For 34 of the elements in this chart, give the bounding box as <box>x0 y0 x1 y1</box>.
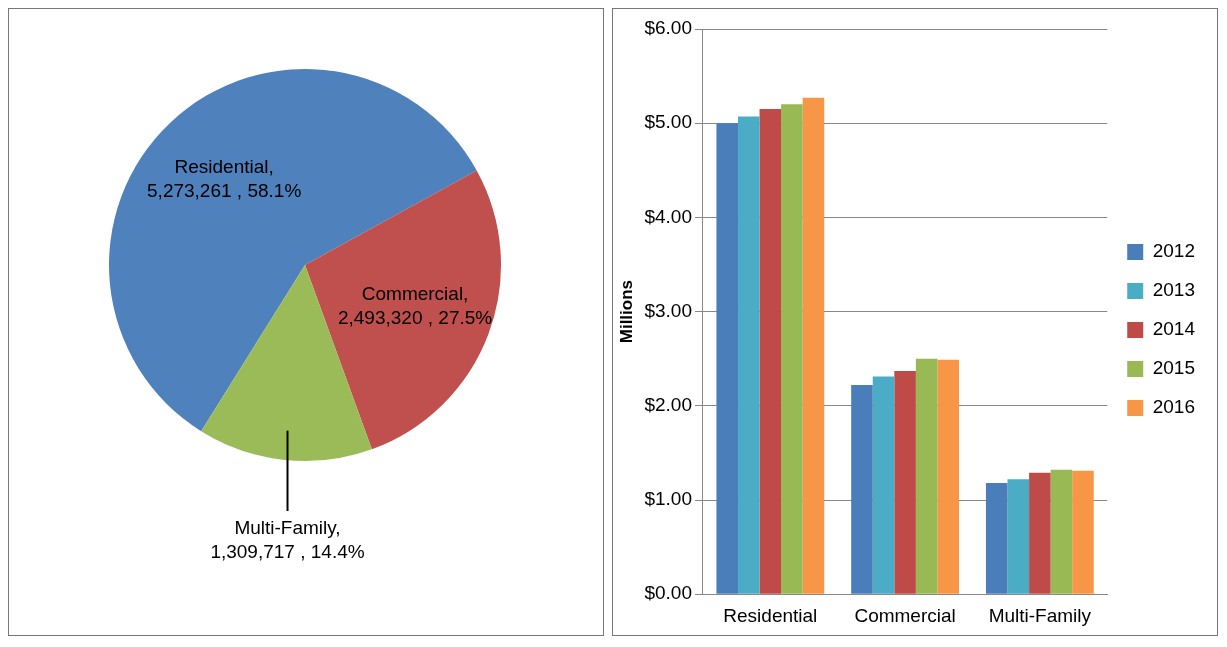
bar <box>1072 470 1094 594</box>
y-tick-label: $6.00 <box>644 17 692 39</box>
legend-label: 2014 <box>1152 318 1196 340</box>
legend-label: 2015 <box>1152 357 1196 379</box>
bar <box>894 370 916 594</box>
x-tick-label: Residential <box>723 604 818 626</box>
slice-label: Residential, 5,273,261 , 58.1% <box>147 155 302 201</box>
bar <box>1029 472 1051 594</box>
y-axis-title: Millions <box>616 279 636 344</box>
bar <box>851 385 873 594</box>
slice-label: Multi-Family, 1,309,717 , 14.4% <box>210 517 365 563</box>
legend-label: 2013 <box>1152 279 1196 301</box>
bar <box>781 104 803 594</box>
y-tick-label: $3.00 <box>644 299 692 321</box>
legend-label: 2016 <box>1152 396 1196 418</box>
bar <box>1007 479 1030 594</box>
bar <box>985 483 1008 594</box>
y-tick-label: $5.00 <box>644 111 692 133</box>
y-tick-label: $2.00 <box>644 394 692 416</box>
bar <box>716 123 738 594</box>
y-tick-label: $1.00 <box>644 488 692 510</box>
x-tick-label: Multi-Family <box>988 604 1092 626</box>
bar <box>737 116 760 594</box>
bar <box>872 376 895 594</box>
bar <box>915 358 938 594</box>
bar <box>1050 469 1073 594</box>
y-tick-label: $0.00 <box>644 582 692 604</box>
bar <box>759 109 782 594</box>
slice-label: Commercial, 2,493,320 , 27.5% <box>337 282 493 328</box>
bar <box>802 97 825 594</box>
y-tick-label: $4.00 <box>644 205 692 227</box>
x-tick-label: Commercial <box>854 604 956 626</box>
bar <box>937 359 959 594</box>
legend-label: 2012 <box>1152 240 1196 262</box>
